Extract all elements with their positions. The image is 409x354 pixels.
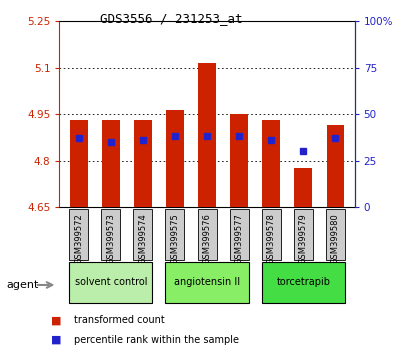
- Bar: [133, 209, 152, 260]
- Bar: [325, 209, 344, 260]
- Bar: [197, 209, 216, 260]
- Bar: [326, 125, 344, 207]
- Bar: [166, 109, 183, 207]
- Text: GSM399578: GSM399578: [266, 213, 275, 264]
- Text: transformed count: transformed count: [74, 315, 164, 325]
- Text: GSM399577: GSM399577: [234, 213, 243, 264]
- Text: agent: agent: [6, 280, 38, 290]
- Text: angiotensin II: angiotensin II: [173, 277, 240, 287]
- Bar: [102, 120, 119, 207]
- Text: GSM399573: GSM399573: [106, 213, 115, 264]
- Bar: [134, 120, 151, 207]
- Bar: [294, 169, 311, 207]
- Bar: [293, 209, 312, 260]
- Text: GSM399580: GSM399580: [330, 213, 339, 264]
- Text: percentile rank within the sample: percentile rank within the sample: [74, 335, 238, 345]
- Bar: [230, 114, 247, 207]
- Text: GSM399576: GSM399576: [202, 213, 211, 264]
- Bar: [229, 209, 248, 260]
- Bar: [69, 262, 152, 303]
- Text: ■: ■: [51, 315, 62, 325]
- Text: solvent control: solvent control: [74, 277, 147, 287]
- Bar: [101, 209, 120, 260]
- Text: GSM399575: GSM399575: [170, 213, 179, 264]
- Text: GSM399574: GSM399574: [138, 213, 147, 264]
- Text: ■: ■: [51, 335, 62, 345]
- Bar: [165, 209, 184, 260]
- Text: GSM399579: GSM399579: [298, 213, 307, 264]
- Bar: [261, 262, 344, 303]
- Bar: [70, 120, 87, 207]
- Text: GDS3556 / 231253_at: GDS3556 / 231253_at: [100, 12, 242, 25]
- Bar: [165, 262, 248, 303]
- Bar: [69, 209, 88, 260]
- Text: GSM399572: GSM399572: [74, 213, 83, 264]
- Text: torcetrapib: torcetrapib: [276, 277, 330, 287]
- Bar: [261, 209, 280, 260]
- Bar: [262, 120, 279, 207]
- Bar: [198, 63, 216, 207]
